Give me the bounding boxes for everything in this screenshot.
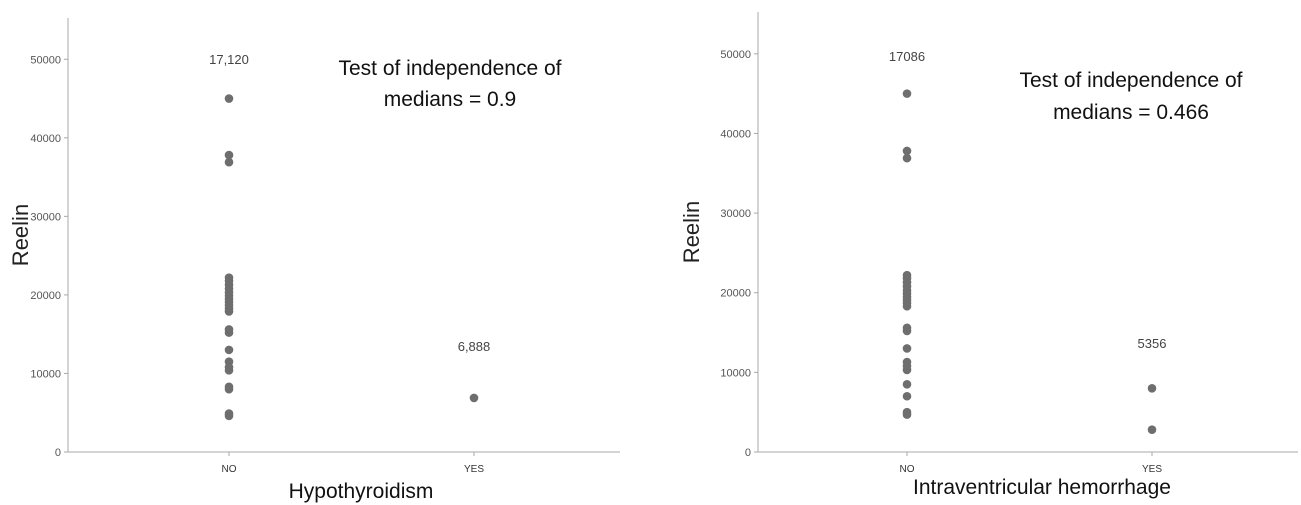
data-point [1147,425,1157,435]
y-tick-label: 0 [55,447,61,459]
data-point [224,411,234,421]
data-point [902,344,912,353]
data-point [224,366,234,375]
x-tick-label: YES [1142,464,1162,475]
data-point [224,328,234,337]
data-point [902,410,912,419]
y-tick-label: 20000 [720,288,751,300]
y-tick-label: 40000 [720,128,751,140]
y-tick-label: 50000 [30,54,61,66]
test-annotation: Test of independence of [1019,69,1242,92]
data-point [902,380,912,389]
y-tick-label: 50000 [720,49,751,61]
x-tick-label: NO [900,464,915,475]
y-axis-title: Reelin [679,201,704,263]
y-tick-label: 40000 [30,133,61,145]
median-label: 5356 [1138,336,1167,351]
data-point [224,345,234,355]
data-point [902,153,912,163]
data-point [224,94,234,103]
y-tick-label: 30000 [720,208,751,220]
median-label: 6,888 [458,339,491,354]
data-point [902,146,912,156]
data-point [224,157,234,167]
data-point [902,391,912,401]
y-tick-label: 10000 [30,368,61,380]
data-point [902,326,912,336]
data-point [902,301,912,311]
data-point [902,89,912,98]
chart-intraventricular-hemorrhage: 0 10000 20000 30000 40000 50000 NO YES 17086 5356… [679,12,1298,499]
y-tick-label: 0 [745,447,751,459]
test-annotation: medians = 0.9 [384,88,517,111]
median-label: 17086 [889,49,925,64]
data-point [469,393,479,403]
data-point [224,384,234,394]
test-annotation: medians = 0.466 [1053,101,1209,124]
median-label: 17,120 [209,52,249,67]
test-annotation: Test of independence of [338,57,561,80]
data-point [902,365,912,375]
data-point [224,150,234,160]
x-tick-label: YES [464,464,484,475]
x-axis-title: Hypothyroidism [289,480,434,503]
y-tick-label: 20000 [30,290,61,302]
chart-hypothyroidism: 0 10000 20000 30000 40000 50000 NO YES 17,120 6,8… [8,18,620,503]
y-tick-label: 30000 [30,211,61,223]
y-tick-label: 10000 [720,367,751,379]
data-point [1147,383,1157,393]
data-point [224,307,234,316]
y-axis-title: Reelin [8,204,33,266]
x-axis-title: Intraventricular hemorrhage [913,476,1171,499]
x-tick-label: NO [222,464,237,475]
